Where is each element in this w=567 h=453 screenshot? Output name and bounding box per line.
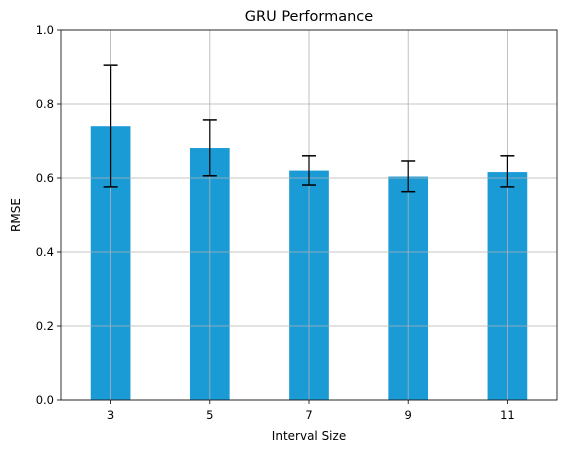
y-tick-label: 0.6 xyxy=(36,171,54,185)
x-axis-label: Interval Size xyxy=(272,429,346,443)
y-tick-label: 0.4 xyxy=(36,245,54,259)
error-bars-layer xyxy=(103,64,515,193)
x-tick-label: 9 xyxy=(405,408,412,422)
y-tick-label: 1.0 xyxy=(36,23,54,37)
y-tick-label: 0.8 xyxy=(36,97,54,111)
plot-frame xyxy=(60,29,558,401)
x-tick-label: 7 xyxy=(305,408,312,422)
y-tick-label: 0.0 xyxy=(36,393,54,407)
x-tick-label: 5 xyxy=(206,408,213,422)
y-axis-label: RMSE xyxy=(9,198,23,232)
chart-title: GRU Performance xyxy=(245,9,373,25)
x-tick-label: 3 xyxy=(107,408,114,422)
grid-layer xyxy=(61,29,557,401)
x-tick-label: 11 xyxy=(500,408,515,422)
ticks-layer: 0.0 0.2 0.4 0.6 0.8 1.0 3 5 7 9 11 xyxy=(36,23,515,422)
y-tick-label: 0.2 xyxy=(36,319,54,333)
